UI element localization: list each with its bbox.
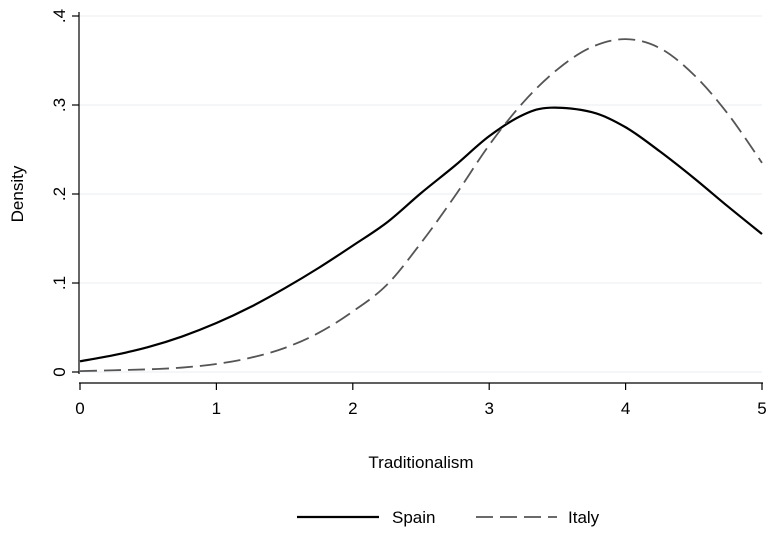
x-tick-label: 2: [348, 399, 357, 418]
legend-label-spain: Spain: [392, 508, 435, 527]
x-axis-title: Traditionalism: [368, 453, 473, 472]
y-tick-label: .2: [50, 187, 69, 201]
x-tick-label: 5: [757, 399, 766, 418]
y-tick-label: 0: [50, 367, 69, 376]
legend-label-italy: Italy: [568, 508, 600, 527]
x-tick-label: 4: [621, 399, 630, 418]
y-tick-label: .4: [50, 9, 69, 23]
y-tick-label: .3: [50, 98, 69, 112]
ticks: 0 .1 .2 .3 .4 0 1 2 3 4 5: [50, 9, 767, 418]
series-line-spain: [79, 106, 763, 363]
x-tick-label: 1: [212, 399, 221, 418]
x-tick-label: 3: [484, 399, 493, 418]
series-line-italy: [79, 38, 763, 373]
series: [79, 38, 763, 373]
axes: [78, 12, 763, 384]
x-tick-label: 0: [75, 399, 84, 418]
y-axis-title: Density: [8, 165, 27, 222]
legend: Spain Italy: [297, 508, 600, 527]
y-tick-label: .1: [50, 276, 69, 290]
